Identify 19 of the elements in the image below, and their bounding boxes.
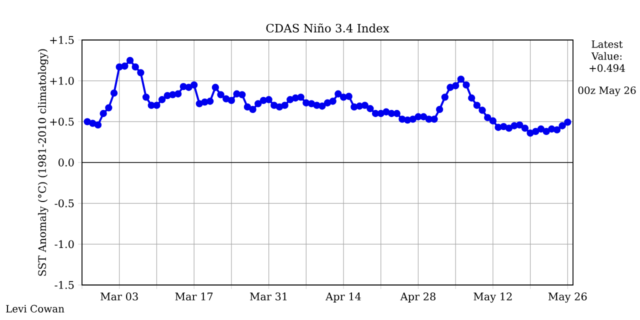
- y-axis-title: SST Anomaly (°C) (1981-2010 climatology): [38, 49, 48, 276]
- y-tick-label: -0.5: [54, 199, 74, 208]
- y-tick-label: -1.5: [54, 281, 74, 289]
- y-tick-label: +1.0: [50, 76, 74, 85]
- text: Levi Cowan: [6, 304, 64, 312]
- x-tick-label: Mar 31: [250, 292, 287, 300]
- y-tick-label: +0.5: [50, 118, 74, 126]
- chart-title: CDAS Niño 3.4 Index: [266, 23, 390, 32]
- text: Latest Value: +0.494: [590, 40, 625, 72]
- y-tick-label: 0.0: [58, 158, 74, 166]
- x-tick-label: Apr 14: [326, 292, 361, 302]
- text: 00z May 26: [578, 86, 636, 96]
- y-tick-label: +1.5: [50, 36, 74, 44]
- x-tick-label: May 12: [474, 292, 512, 303]
- x-tick-label: May 26: [548, 292, 587, 303]
- x-tick-label: Mar 03: [100, 292, 138, 300]
- y-tick-label: -1.0: [54, 240, 74, 248]
- x-tick-label: Apr 28: [400, 292, 436, 302]
- x-tick-label: Mar 17: [175, 292, 213, 300]
